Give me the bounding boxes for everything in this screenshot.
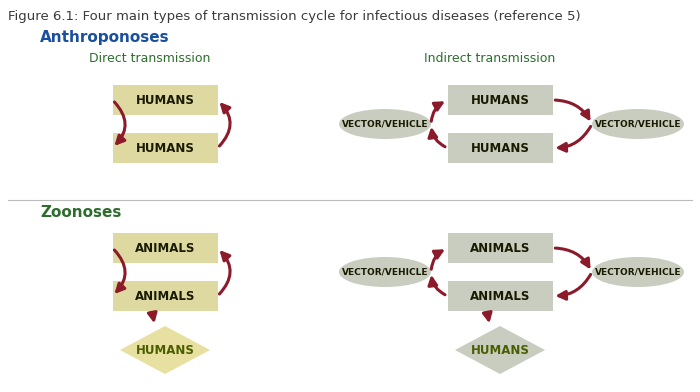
Text: VECTOR/VEHICLE: VECTOR/VEHICLE bbox=[595, 120, 681, 129]
Text: VECTOR/VEHICLE: VECTOR/VEHICLE bbox=[342, 120, 428, 129]
Text: HUMANS: HUMANS bbox=[136, 142, 195, 154]
Ellipse shape bbox=[592, 109, 684, 139]
Text: Direct transmission: Direct transmission bbox=[90, 52, 211, 65]
Text: ANIMALS: ANIMALS bbox=[470, 290, 530, 303]
Text: ANIMALS: ANIMALS bbox=[470, 241, 530, 254]
Text: VECTOR/VEHICLE: VECTOR/VEHICLE bbox=[595, 267, 681, 276]
Text: Figure 6.1: Four main types of transmission cycle for infectious diseases (refer: Figure 6.1: Four main types of transmiss… bbox=[8, 10, 580, 23]
FancyBboxPatch shape bbox=[113, 233, 218, 263]
Text: VECTOR/VEHICLE: VECTOR/VEHICLE bbox=[342, 267, 428, 276]
Text: Zoonoses: Zoonoses bbox=[40, 205, 121, 220]
Text: HUMANS: HUMANS bbox=[136, 94, 195, 107]
Ellipse shape bbox=[339, 257, 431, 287]
FancyBboxPatch shape bbox=[447, 233, 552, 263]
Polygon shape bbox=[120, 326, 210, 374]
FancyBboxPatch shape bbox=[113, 281, 218, 311]
Text: HUMANS: HUMANS bbox=[470, 343, 529, 356]
Ellipse shape bbox=[339, 109, 431, 139]
FancyBboxPatch shape bbox=[113, 133, 218, 163]
Text: HUMANS: HUMANS bbox=[136, 343, 195, 356]
Text: Indirect transmission: Indirect transmission bbox=[424, 52, 556, 65]
FancyBboxPatch shape bbox=[447, 281, 552, 311]
Text: HUMANS: HUMANS bbox=[470, 142, 529, 154]
Text: ANIMALS: ANIMALS bbox=[135, 241, 195, 254]
Text: Anthroponoses: Anthroponoses bbox=[40, 30, 169, 45]
Ellipse shape bbox=[592, 257, 684, 287]
Text: HUMANS: HUMANS bbox=[470, 94, 529, 107]
Text: ANIMALS: ANIMALS bbox=[135, 290, 195, 303]
FancyBboxPatch shape bbox=[447, 85, 552, 115]
FancyBboxPatch shape bbox=[447, 133, 552, 163]
Polygon shape bbox=[455, 326, 545, 374]
FancyBboxPatch shape bbox=[113, 85, 218, 115]
